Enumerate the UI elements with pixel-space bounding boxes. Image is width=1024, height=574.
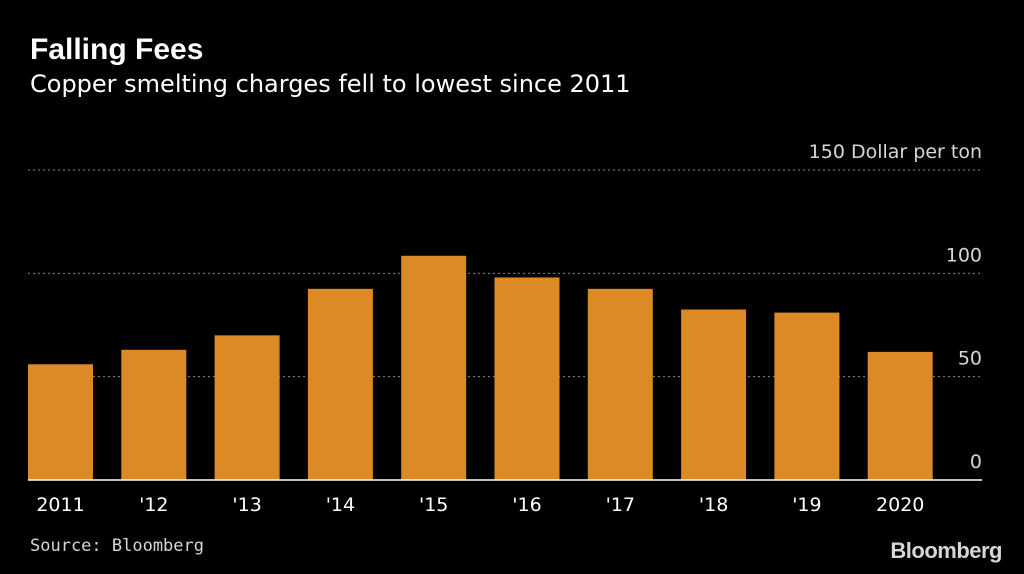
- chart-title: Falling Fees: [30, 33, 204, 66]
- x-tick-label-6: '17: [606, 494, 635, 516]
- source-note: Source: Bloomberg: [30, 536, 204, 556]
- bar-9: [867, 351, 933, 480]
- bar-6: [587, 288, 653, 480]
- bar-7: [681, 309, 747, 480]
- x-tick-label-5: '16: [512, 494, 541, 516]
- bar-3: [307, 288, 373, 480]
- y-tick-label-100: 100: [946, 244, 982, 266]
- bar-1: [121, 349, 187, 480]
- bars: [28, 255, 933, 480]
- bar-2: [214, 335, 280, 480]
- x-tick-label-2: '13: [232, 494, 261, 516]
- y-tick-label-0: 0: [970, 451, 982, 473]
- x-tick-label-3: '14: [326, 494, 355, 516]
- bar-0: [28, 364, 93, 480]
- x-tick-label-7: '18: [699, 494, 728, 516]
- bar-8: [774, 312, 840, 480]
- bar-5: [494, 277, 560, 480]
- y-tick-labels: 0 50 100 150 Dollar per ton: [809, 141, 982, 473]
- x-tick-label-8: '19: [792, 494, 821, 516]
- x-tick-label-9: 2020: [876, 494, 924, 516]
- x-tick-label-0: 2011: [36, 494, 84, 516]
- bar-4: [401, 255, 467, 480]
- y-tick-label-150: 150 Dollar per ton: [809, 141, 982, 163]
- x-tick-label-1: '12: [139, 494, 168, 516]
- x-tick-labels: 2011 '12 '13 '14 '15 '16 '17 '18 '19 2020: [36, 494, 924, 516]
- bloomberg-logo: Bloomberg: [890, 538, 1002, 563]
- y-tick-label-50: 50: [958, 348, 982, 370]
- chart-subtitle: Copper smelting charges fell to lowest s…: [30, 70, 631, 98]
- x-tick-label-4: '15: [419, 494, 448, 516]
